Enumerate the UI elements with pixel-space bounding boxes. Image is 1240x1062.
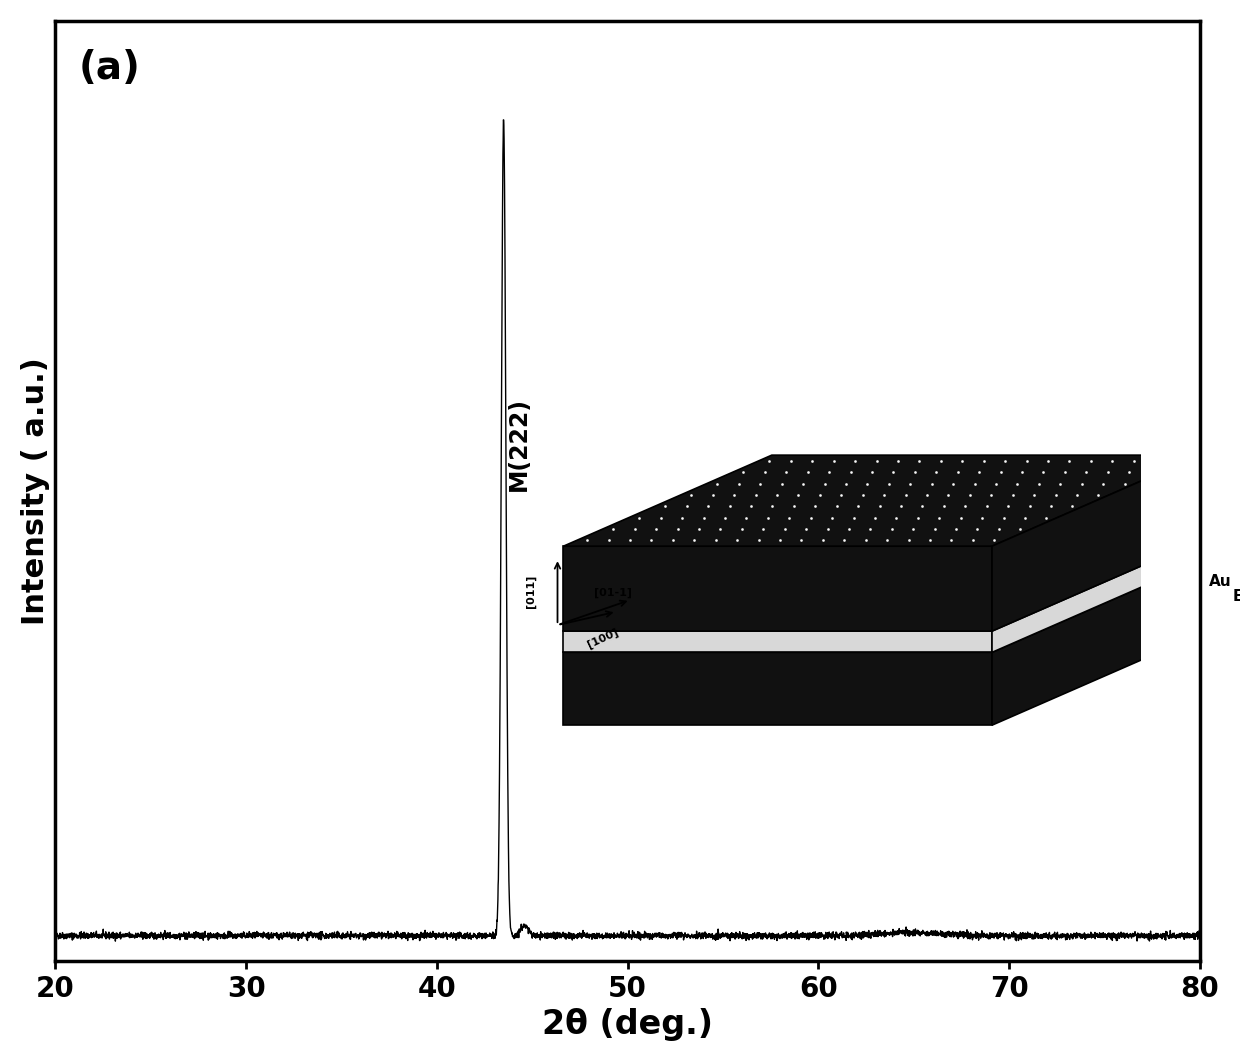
X-axis label: 2θ (deg.): 2θ (deg.)	[542, 1008, 713, 1041]
Text: [100]: [100]	[587, 627, 620, 650]
Text: M(222): M(222)	[507, 397, 531, 491]
Polygon shape	[992, 562, 1200, 725]
Polygon shape	[992, 541, 1200, 652]
Polygon shape	[563, 456, 1200, 546]
Text: Au: Au	[1209, 573, 1231, 588]
Polygon shape	[992, 456, 1200, 631]
Polygon shape	[563, 631, 992, 652]
Polygon shape	[563, 541, 1200, 631]
Text: [011]: [011]	[526, 575, 536, 609]
Text: (a): (a)	[78, 49, 140, 87]
Polygon shape	[563, 652, 992, 725]
Text: [01-1]: [01-1]	[594, 588, 631, 598]
Y-axis label: Intensity ( a.u.): Intensity ( a.u.)	[21, 357, 50, 626]
Polygon shape	[563, 546, 992, 631]
Text: E: E	[1233, 588, 1240, 603]
Polygon shape	[563, 562, 1200, 652]
